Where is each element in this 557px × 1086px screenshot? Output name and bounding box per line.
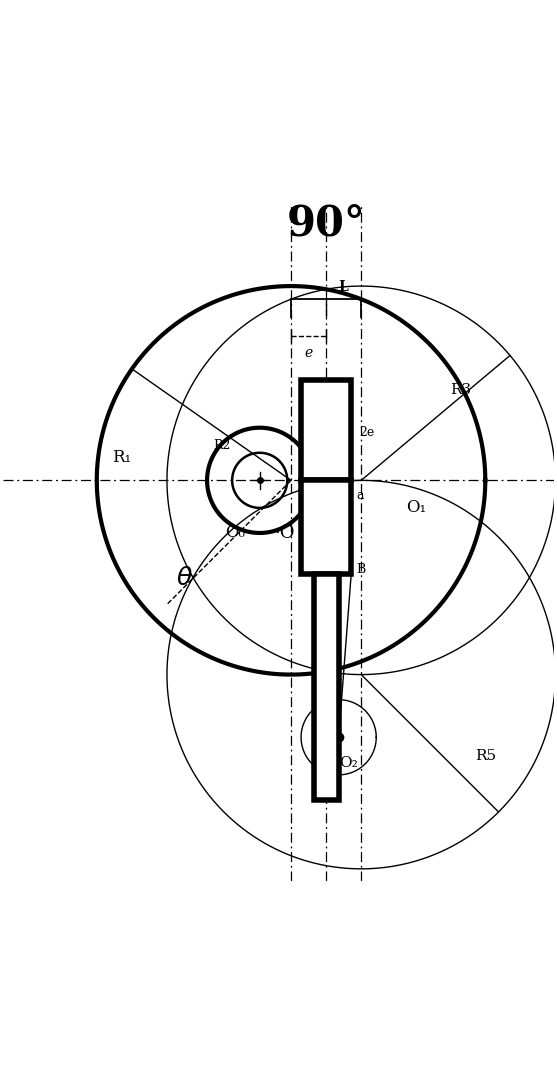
Text: e: e xyxy=(305,346,312,361)
Text: ·O: ·O xyxy=(275,523,295,542)
Text: $\theta$: $\theta$ xyxy=(176,567,193,590)
Text: B: B xyxy=(356,563,365,576)
Bar xyxy=(314,574,339,800)
Text: R3: R3 xyxy=(449,383,471,397)
Bar xyxy=(301,480,351,574)
Text: O₀: O₀ xyxy=(224,525,245,542)
Text: L: L xyxy=(339,279,349,293)
Bar xyxy=(301,380,351,480)
Text: O₁: O₁ xyxy=(406,500,427,517)
Text: a: a xyxy=(356,489,364,502)
Text: 2e: 2e xyxy=(359,426,374,439)
Text: O₂: O₂ xyxy=(339,756,358,770)
Text: R5: R5 xyxy=(475,749,496,763)
Text: R2: R2 xyxy=(213,439,231,452)
Text: 90°: 90° xyxy=(287,202,365,244)
Text: R₁: R₁ xyxy=(113,450,131,466)
Text: R4: R4 xyxy=(316,681,334,694)
